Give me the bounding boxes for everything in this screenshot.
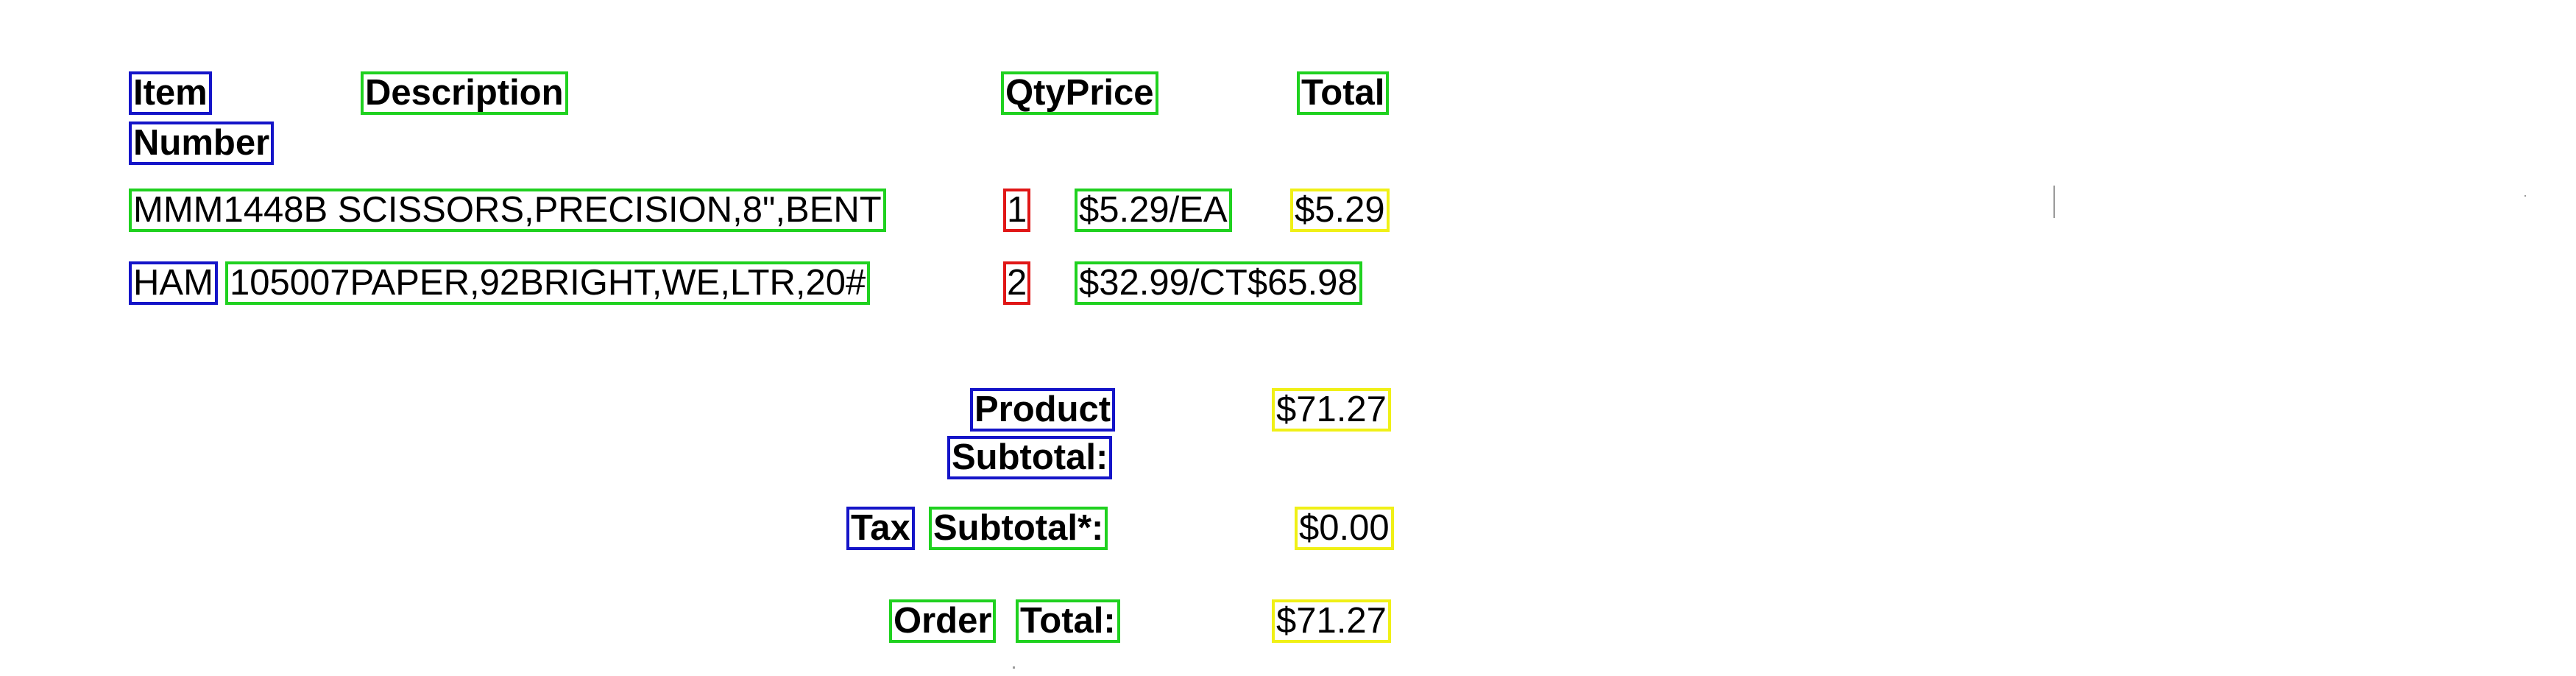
header-qty-price: QtyPrice bbox=[1001, 71, 1158, 115]
header-description: Description bbox=[361, 71, 568, 115]
tax-subtotal-label-1: Tax bbox=[846, 507, 915, 550]
order-total-label-2: Total: bbox=[1016, 599, 1120, 643]
row2-item-tail: 105007 bbox=[230, 263, 350, 303]
row2-item: HAM bbox=[129, 261, 218, 305]
scan-speck bbox=[2524, 195, 2526, 197]
row2-total: $65.98 bbox=[1247, 263, 1358, 303]
header-number: Number bbox=[129, 122, 275, 165]
header-total: Total bbox=[1297, 71, 1390, 115]
row1-item-description: MMM1448B SCISSORS,PRECISION,8",BENT bbox=[129, 189, 886, 232]
row1-description: SCISSORS,PRECISION,8",BENT bbox=[337, 190, 882, 230]
scan-speck bbox=[1013, 666, 1015, 669]
row2-price-total: $32.99/CT$65.98 bbox=[1075, 261, 1362, 305]
product-subtotal-label-2: Subtotal: bbox=[947, 436, 1113, 479]
row1-qty: 1 bbox=[1003, 189, 1031, 232]
product-subtotal-label-1: Product bbox=[970, 388, 1116, 432]
row1-price: $5.29/EA bbox=[1075, 189, 1232, 232]
row2-description: PAPER,92BRIGHT,WE,LTR,20# bbox=[350, 263, 866, 303]
header-item: Item bbox=[129, 71, 212, 115]
order-total-value: $71.27 bbox=[1272, 599, 1391, 643]
order-total-label-1: Order bbox=[889, 599, 997, 643]
tax-subtotal-label-2: Subtotal*: bbox=[929, 507, 1108, 550]
product-subtotal-value: $71.27 bbox=[1272, 388, 1391, 432]
row1-item: MMM1448B bbox=[133, 190, 328, 230]
tax-subtotal-value: $0.00 bbox=[1295, 507, 1394, 550]
row2-price: $32.99/CT bbox=[1079, 263, 1248, 303]
row2-item-description: 105007PAPER,92BRIGHT,WE,LTR,20# bbox=[225, 261, 871, 305]
row1-total: $5.29 bbox=[1290, 189, 1390, 232]
scan-speck bbox=[2053, 186, 2055, 218]
row2-qty: 2 bbox=[1003, 261, 1031, 305]
